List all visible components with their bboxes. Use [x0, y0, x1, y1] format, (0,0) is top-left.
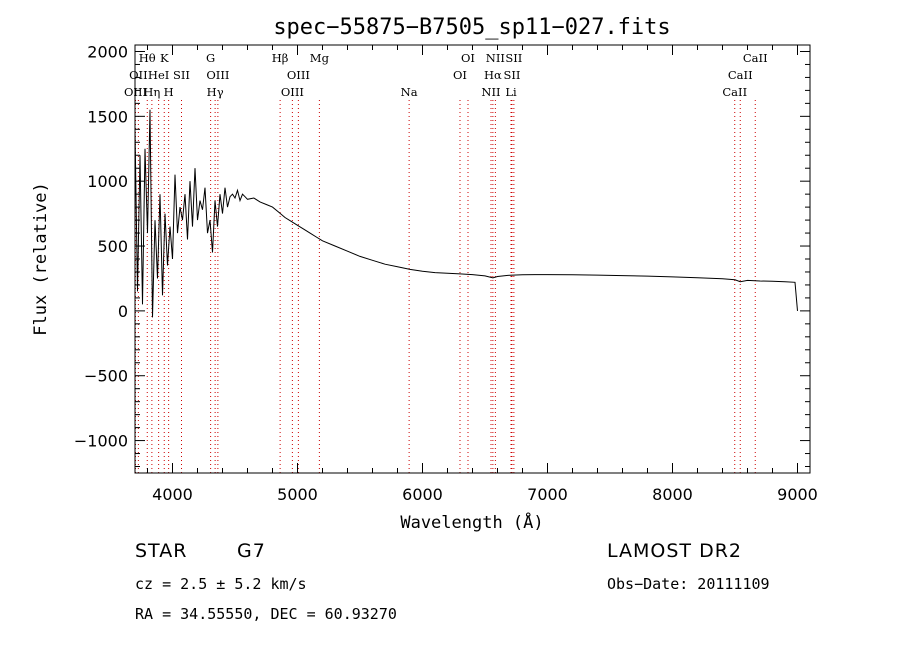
spectral-line-label: G	[206, 51, 215, 65]
x-tick-label: 4000	[152, 485, 193, 504]
spectral-line-label: OI	[453, 68, 467, 82]
spectrum-series-line	[134, 109, 798, 318]
spectral-line-label: Hθ	[139, 51, 156, 65]
x-tick-label: 9000	[777, 485, 818, 504]
spectral-line-label: SII	[505, 51, 522, 65]
spectral-line-label: OIII	[281, 85, 304, 99]
spectral-line-label: OIII	[287, 68, 310, 82]
y-tick-label: 500	[97, 237, 128, 256]
x-tick-label: 6000	[402, 485, 443, 504]
y-tick-label: −1000	[74, 432, 128, 451]
spectral-line-label: OI	[461, 51, 475, 65]
spectral-line-label: OIII	[206, 68, 229, 82]
spectral-line-label: CaII	[728, 68, 753, 82]
x-tick-label: 7000	[527, 485, 568, 504]
spectral-line-label: NII	[481, 85, 500, 99]
spectral-line-label: OII	[129, 68, 148, 82]
obs-date: Obs−Date: 20111109	[607, 575, 770, 593]
spectral-line-label: NII	[486, 51, 505, 65]
coordinates: RA = 34.55550, DEC = 60.93270	[135, 605, 397, 623]
y-tick-label: 1000	[87, 172, 128, 191]
redshift-info: cz = 2.5 ± 5.2 km/s	[135, 575, 307, 593]
spectral-line-label: HeI	[148, 68, 169, 82]
plot-frame	[134, 44, 811, 474]
y-tick-label: 0	[118, 302, 128, 321]
y-tick-label: 1500	[87, 107, 128, 126]
spectral-line-label: Hβ	[272, 51, 289, 65]
spectral-line-label: Mg	[310, 51, 330, 65]
x-axis-ticks: 4000 5000 6000 7000 8000 9000	[147, 45, 818, 504]
chart-title: spec−55875−B7505_sp11−027.fits	[273, 15, 670, 40]
survey-name: LAMOST DR2	[607, 540, 742, 562]
x-tick-label: 5000	[277, 485, 318, 504]
spectral-line-label: Hα	[484, 68, 502, 82]
y-axis-label: Flux (relative)	[31, 182, 51, 336]
spectral-line-label: Li	[505, 85, 517, 99]
spectral-line-label: Hη	[143, 85, 160, 99]
spectral-line-label: CaII	[722, 85, 747, 99]
y-axis-ticks: −1000 −500 0 500 1000 1500 2000	[74, 42, 810, 468]
spectral-line-label: SII	[504, 68, 521, 82]
object-class: STAR	[135, 540, 188, 562]
spectral-line-label: Hγ	[207, 85, 224, 99]
spectral-line-label: Na	[401, 85, 418, 99]
y-tick-label: −500	[84, 367, 128, 386]
spectral-line-label: CaII	[743, 51, 768, 65]
spectral-line-label: SII	[173, 68, 190, 82]
spectral-line-label: H	[164, 85, 174, 99]
spectral-line-labels: OIIIOIIHθHηHeIKHSIIGHγOIIIHβOIIIOIIIMgNa…	[124, 51, 768, 99]
x-tick-label: 8000	[652, 485, 693, 504]
spectral-line-label: K	[160, 51, 169, 65]
x-axis-label: Wavelength (Å)	[400, 511, 543, 533]
spectral-line-markers	[135, 100, 756, 473]
y-tick-label: 2000	[87, 42, 128, 61]
object-subclass: G7	[237, 540, 266, 562]
